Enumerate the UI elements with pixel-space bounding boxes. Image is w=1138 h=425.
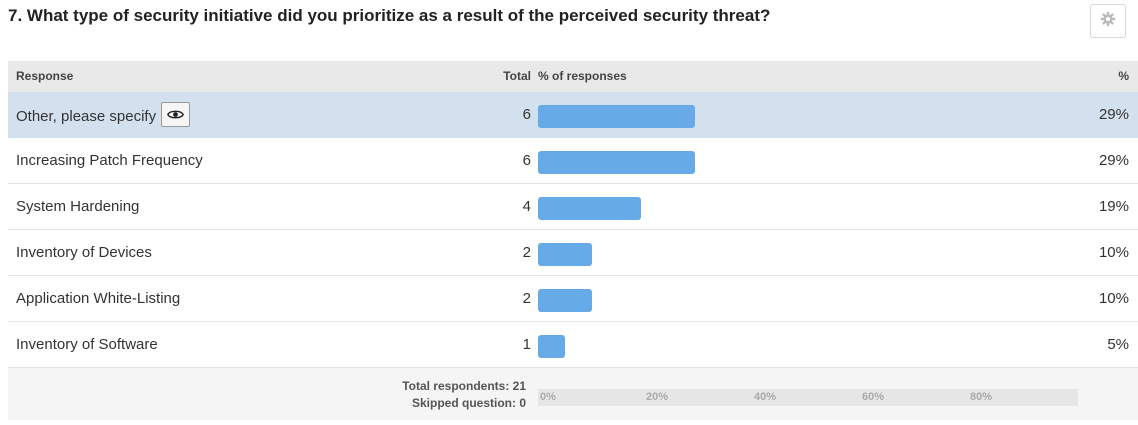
table-header: Response Total % of responses % <box>8 61 1138 92</box>
response-bar <box>538 105 695 128</box>
response-cell: Application White-Listing <box>16 290 180 307</box>
percent-cell: 10% <box>1098 290 1129 307</box>
response-bar <box>538 151 695 174</box>
total-respondents: Total respondents: 21 <box>402 379 526 393</box>
table-row[interactable]: System Hardening 4 19% <box>8 184 1138 230</box>
table-row[interactable]: Application White-Listing 2 10% <box>8 276 1138 322</box>
table-footer: Total respondents: 21 Skipped question: … <box>8 368 1138 420</box>
settings-button[interactable] <box>1090 4 1126 38</box>
eye-icon <box>167 110 185 119</box>
response-cell: Inventory of Devices <box>16 244 152 261</box>
percent-cell: 29% <box>1098 152 1129 169</box>
response-label: Other, please specify <box>16 108 157 125</box>
header-total[interactable]: Total <box>503 69 531 83</box>
response-bar <box>538 243 592 266</box>
response-cell: System Hardening <box>16 198 139 215</box>
axis-tick: 40% <box>754 391 777 403</box>
response-bar <box>538 289 592 312</box>
axis-tick: 60% <box>862 391 885 403</box>
response-label: Inventory of Devices <box>16 244 152 261</box>
response-cell: Increasing Patch Frequency <box>16 152 203 169</box>
table-row[interactable]: Increasing Patch Frequency 6 29% <box>8 138 1138 184</box>
response-bar <box>538 197 641 220</box>
header-response[interactable]: Response <box>16 69 74 83</box>
table-row[interactable]: Other, please specify 6 29% <box>8 92 1138 138</box>
gear-icon <box>1100 11 1116 32</box>
total-cell: 1 <box>522 336 531 353</box>
axis-tick: 80% <box>970 391 993 403</box>
response-cell: Other, please specify <box>16 102 191 127</box>
table-row[interactable]: Inventory of Devices 2 10% <box>8 230 1138 276</box>
percent-cell: 5% <box>1107 336 1129 353</box>
response-cell: Inventory of Software <box>16 336 158 353</box>
total-cell: 6 <box>522 106 531 123</box>
percent-cell: 10% <box>1098 244 1129 261</box>
question-title: 7. What type of security initiative did … <box>8 6 771 25</box>
axis-tick: 0% <box>540 391 556 403</box>
response-label: Increasing Patch Frequency <box>16 152 203 169</box>
view-responses-button[interactable] <box>161 102 191 127</box>
response-label: Inventory of Software <box>16 336 158 353</box>
header-percent-of-responses[interactable]: % of responses <box>538 69 627 83</box>
response-label: Application White-Listing <box>16 290 181 307</box>
table-body: Other, please specify 6 29% Increasing Patc… <box>8 92 1138 368</box>
total-cell: 2 <box>522 290 531 307</box>
results-table: Response Total % of responses % Other, p… <box>8 61 1138 420</box>
percent-axis: 0% 20% 40% 60% 80% <box>538 389 1078 406</box>
header-percent[interactable]: % <box>1118 69 1129 83</box>
total-cell: 4 <box>522 198 531 215</box>
total-cell: 2 <box>522 244 531 261</box>
response-bar <box>538 335 565 358</box>
percent-cell: 19% <box>1098 198 1129 215</box>
skipped-question: Skipped question: 0 <box>411 396 526 410</box>
table-row[interactable]: Inventory of Software 1 5% <box>8 322 1138 368</box>
axis-tick: 20% <box>646 391 669 403</box>
total-cell: 6 <box>522 152 531 169</box>
footer-stats: Total respondents: 21 Skipped question: … <box>402 378 526 412</box>
percent-cell: 29% <box>1098 106 1129 123</box>
response-label: System Hardening <box>16 198 140 215</box>
